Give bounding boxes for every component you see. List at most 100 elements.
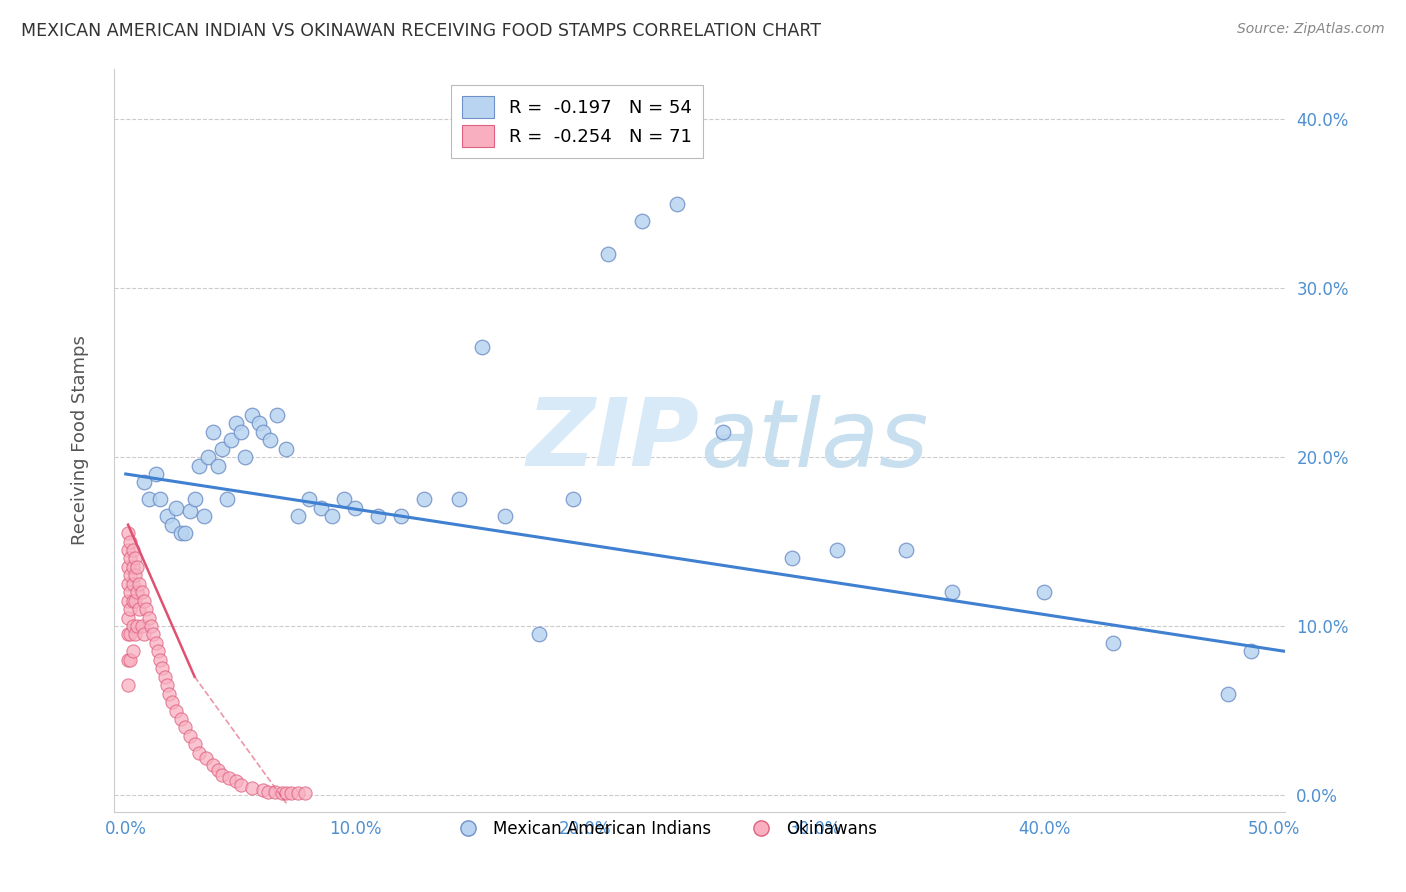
Point xyxy=(157,687,180,701)
Point xyxy=(131,619,153,633)
Text: atlas: atlas xyxy=(700,394,928,486)
Point xyxy=(117,593,139,607)
Point xyxy=(117,576,139,591)
Point xyxy=(142,627,165,641)
Point xyxy=(218,771,240,785)
Point xyxy=(128,602,150,616)
Point xyxy=(596,247,619,261)
Point xyxy=(132,593,155,607)
Point xyxy=(193,509,215,524)
Point xyxy=(179,504,201,518)
Point xyxy=(124,593,146,607)
Point xyxy=(174,526,197,541)
Point xyxy=(287,786,309,800)
Point xyxy=(247,417,270,431)
Point xyxy=(276,786,298,800)
Point xyxy=(264,784,287,798)
Point xyxy=(225,417,247,431)
Point xyxy=(344,500,367,515)
Point xyxy=(124,551,146,566)
Point xyxy=(527,627,550,641)
Point xyxy=(117,543,139,558)
Point xyxy=(128,576,150,591)
Point xyxy=(333,492,356,507)
Point xyxy=(257,784,280,798)
Point xyxy=(138,492,160,507)
Point xyxy=(471,340,494,354)
Point xyxy=(121,560,143,574)
Point xyxy=(132,475,155,490)
Point xyxy=(170,712,193,726)
Point xyxy=(149,492,172,507)
Point xyxy=(156,678,179,692)
Point xyxy=(120,653,142,667)
Point xyxy=(139,619,162,633)
Point xyxy=(941,585,963,599)
Point xyxy=(127,585,149,599)
Point xyxy=(165,704,187,718)
Point xyxy=(197,450,219,464)
Point xyxy=(252,425,274,439)
Point xyxy=(165,500,187,515)
Point xyxy=(294,786,316,800)
Point xyxy=(160,695,183,709)
Point xyxy=(896,543,918,558)
Point xyxy=(117,560,139,574)
Point xyxy=(221,433,243,447)
Point xyxy=(266,408,288,422)
Point xyxy=(132,627,155,641)
Point xyxy=(240,781,263,796)
Point xyxy=(170,526,193,541)
Point xyxy=(121,644,143,658)
Point xyxy=(120,534,142,549)
Point xyxy=(207,458,229,473)
Point xyxy=(1033,585,1056,599)
Point xyxy=(127,560,149,574)
Point xyxy=(225,774,247,789)
Point xyxy=(215,492,238,507)
Point xyxy=(229,425,252,439)
Point xyxy=(146,644,169,658)
Point xyxy=(120,551,142,566)
Point xyxy=(120,585,142,599)
Point xyxy=(152,661,174,675)
Point xyxy=(389,509,412,524)
Point xyxy=(117,610,139,624)
Point xyxy=(287,509,309,524)
Point xyxy=(174,720,197,734)
Point xyxy=(135,602,157,616)
Point xyxy=(229,778,252,792)
Point xyxy=(117,526,139,541)
Legend: Mexican American Indians, Okinawans: Mexican American Indians, Okinawans xyxy=(446,814,884,845)
Point xyxy=(207,763,229,777)
Point xyxy=(201,425,224,439)
Text: MEXICAN AMERICAN INDIAN VS OKINAWAN RECEIVING FOOD STAMPS CORRELATION CHART: MEXICAN AMERICAN INDIAN VS OKINAWAN RECE… xyxy=(21,22,821,40)
Point xyxy=(124,627,146,641)
Point xyxy=(131,585,153,599)
Point xyxy=(780,551,803,566)
Point xyxy=(259,433,281,447)
Point xyxy=(145,636,167,650)
Point xyxy=(183,492,205,507)
Point xyxy=(153,670,176,684)
Y-axis label: Receiving Food Stamps: Receiving Food Stamps xyxy=(72,335,89,545)
Point xyxy=(188,458,211,473)
Point xyxy=(195,751,218,765)
Point xyxy=(183,737,205,751)
Point xyxy=(827,543,849,558)
Point xyxy=(117,653,139,667)
Point xyxy=(138,610,160,624)
Point xyxy=(562,492,585,507)
Point xyxy=(1216,687,1239,701)
Point xyxy=(121,619,143,633)
Point xyxy=(280,786,302,800)
Point xyxy=(117,678,139,692)
Point xyxy=(494,509,516,524)
Point xyxy=(179,729,201,743)
Point xyxy=(188,746,211,760)
Point xyxy=(298,492,321,507)
Point xyxy=(145,467,167,481)
Text: Source: ZipAtlas.com: Source: ZipAtlas.com xyxy=(1237,22,1385,37)
Point xyxy=(252,783,274,797)
Point xyxy=(413,492,436,507)
